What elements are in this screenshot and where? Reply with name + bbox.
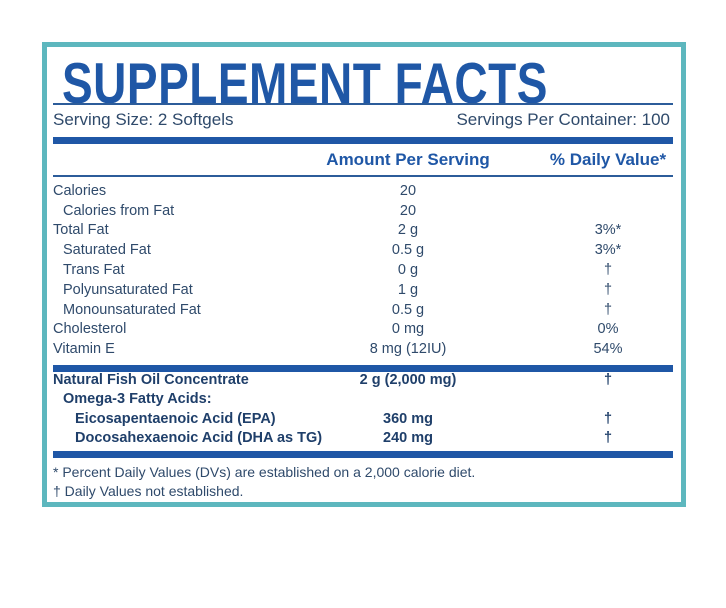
amount: 0.5 g — [391, 241, 425, 258]
daily-value: † — [603, 371, 613, 388]
column-header: % Daily Value* — [549, 150, 667, 169]
amount: 20 — [399, 182, 417, 199]
daily-value: † — [603, 261, 613, 278]
nutrient-label: Calories — [53, 182, 107, 199]
nutrient-label: Vitamin E — [53, 340, 115, 357]
column-header: Amount Per Serving — [326, 150, 490, 169]
nutrient-label: Omega-3 Fatty Acids: — [63, 390, 212, 407]
serving-size: Serving Size: 2 Softgels — [53, 110, 234, 129]
nutrient-label: Docosahexaenoic Acid (DHA as TG) — [75, 429, 323, 446]
amount: 0.5 g — [391, 301, 425, 318]
servings-per-container: Servings Per Container: 100 — [456, 110, 670, 129]
amount: 360 mg — [383, 410, 433, 427]
footnote: * Percent Daily Values (DVs) are establi… — [53, 464, 476, 480]
divider — [53, 103, 673, 105]
daily-value: † — [603, 281, 613, 298]
amount: 2 g — [397, 221, 419, 238]
daily-value: 3%* — [594, 241, 622, 258]
amount: 240 mg — [383, 429, 433, 446]
nutrient-label: Calories from Fat — [63, 202, 175, 219]
amount: 0 mg — [391, 320, 425, 337]
nutrient-label: Saturated Fat — [63, 241, 151, 258]
title: SUPPLEMENT FACTS — [62, 50, 548, 116]
nutrient-label: Total Fat — [53, 221, 109, 238]
footnote: † Daily Values not established. — [53, 483, 244, 499]
divider — [53, 175, 673, 177]
amount: 20 — [399, 202, 417, 219]
divider — [53, 365, 673, 372]
amount: 1 g — [397, 281, 419, 298]
divider — [53, 451, 673, 458]
nutrient-label: Monounsaturated Fat — [63, 301, 201, 318]
nutrient-label: Cholesterol — [53, 320, 127, 337]
daily-value: 54% — [593, 340, 623, 357]
nutrient-label: Polyunsaturated Fat — [63, 281, 193, 298]
daily-value: † — [603, 301, 613, 318]
daily-value: 3%* — [594, 221, 622, 238]
amount: 2 g (2,000 mg) — [359, 371, 457, 388]
nutrient-label: Natural Fish Oil Concentrate — [53, 371, 249, 388]
amount: 0 g — [397, 261, 419, 278]
nutrient-label: Eicosapentaenoic Acid (EPA) — [75, 410, 276, 427]
daily-value: † — [603, 429, 613, 446]
label-frame — [42, 42, 686, 507]
daily-value: 0% — [597, 320, 619, 337]
divider — [53, 137, 673, 144]
daily-value: † — [603, 410, 613, 427]
amount: 8 mg (12IU) — [369, 340, 447, 357]
nutrient-label: Trans Fat — [63, 261, 125, 278]
